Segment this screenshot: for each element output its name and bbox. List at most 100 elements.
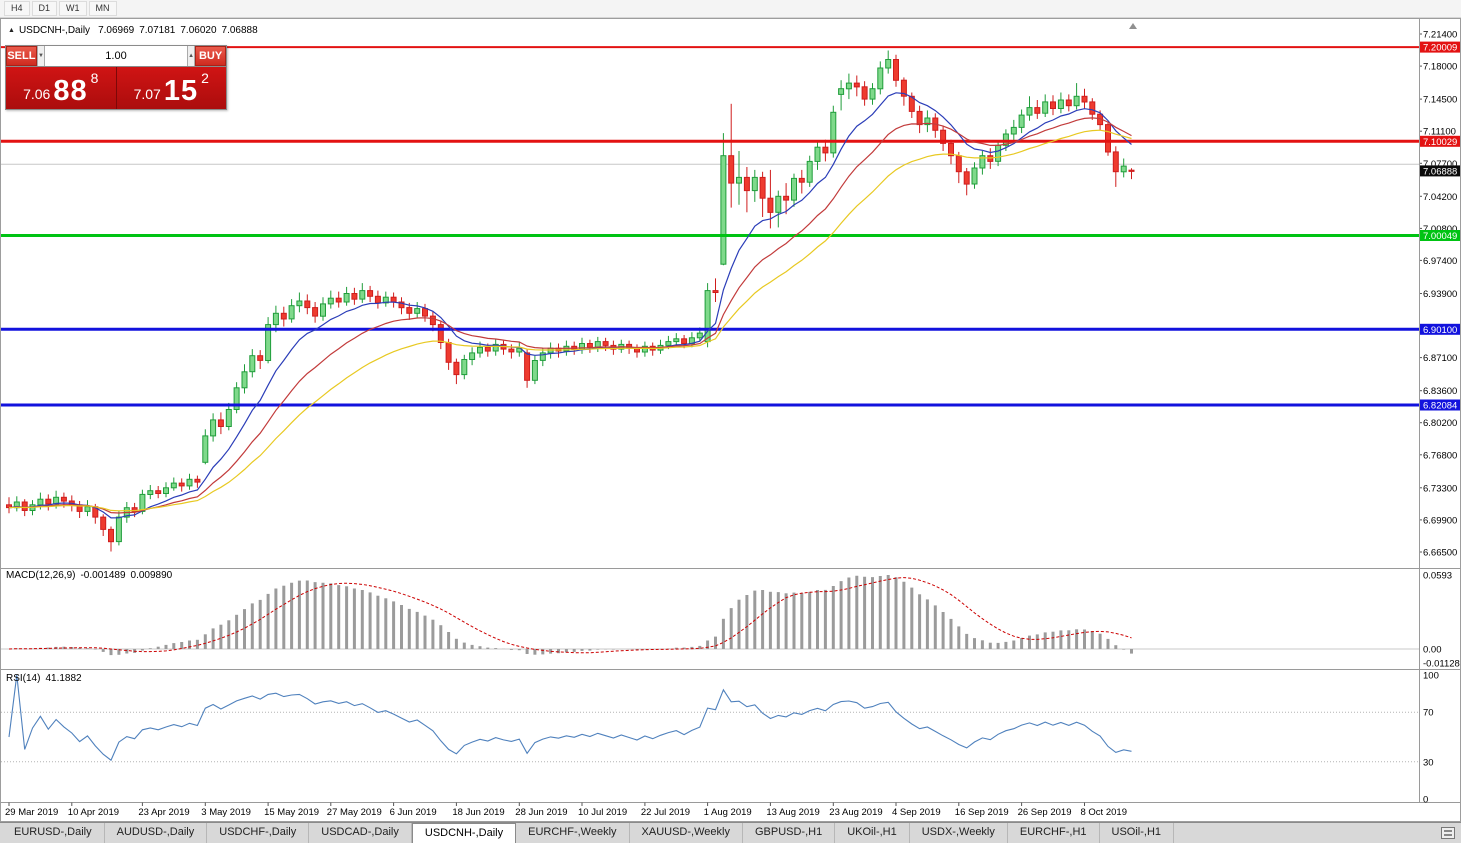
svg-text:7.04200: 7.04200 [1423, 192, 1457, 203]
chart-tabs: EURUSD-,Daily AUDUSD-,Daily USDCHF-,Daily U… [2, 823, 1175, 843]
chart-tab-audusd-daily[interactable]: AUDUSD-,Daily [105, 823, 208, 843]
macd-signal-value: 0.009890 [130, 570, 173, 581]
chart-tab-xauusd-weekly[interactable]: XAUUSD-,Weekly [630, 823, 743, 843]
svg-text:18 Jun 2019: 18 Jun 2019 [452, 807, 504, 818]
svg-text:4 Sep 2019: 4 Sep 2019 [892, 807, 941, 818]
svg-text:7.06888: 7.06888 [1423, 166, 1457, 177]
chart-window: 7.21400 7.18000 7.14500 7.11100 7.07700 7.042… [0, 18, 1461, 822]
svg-text:6.69900: 6.69900 [1423, 515, 1457, 526]
svg-text:6.87100: 6.87100 [1423, 353, 1457, 364]
window-list-icon[interactable] [1441, 827, 1455, 839]
sell-button[interactable]: SELL [6, 46, 37, 66]
time-axis-labels: 29 Mar 2019 10 Apr 2019 23 Apr 2019 3 May 2… [5, 802, 1127, 818]
svg-text:23 Apr 2019: 23 Apr 2019 [138, 807, 189, 818]
timeframe-toolbar: H4 D1 W1 MN [0, 0, 1461, 18]
macd-axis-ticks: 0.0593 0.00 -0.011289 [1423, 571, 1460, 670]
svg-text:13 Aug 2019: 13 Aug 2019 [766, 807, 819, 818]
svg-text:10 Apr 2019: 10 Apr 2019 [68, 807, 119, 818]
sell-price-pips: 88 [53, 75, 88, 107]
rsi-value: 41.1882 [45, 673, 82, 684]
svg-text:22 Jul 2019: 22 Jul 2019 [641, 807, 690, 818]
svg-text:6.76800: 6.76800 [1423, 450, 1457, 461]
moving-average-9 [8, 92, 1132, 519]
price-axis-ticks: 7.21400 7.18000 7.14500 7.11100 7.07700 7.042… [1419, 30, 1457, 559]
chart-tab-usdcnh-daily[interactable]: USDCNH-,Daily [411, 823, 517, 843]
moving-average-30 [8, 129, 1132, 512]
svg-text:15 May 2019: 15 May 2019 [264, 807, 319, 818]
svg-text:6.97400: 6.97400 [1423, 256, 1457, 267]
chart-tab-eurchf-h1[interactable]: EURCHF-,H1 [1008, 823, 1100, 843]
chart-tab-gbpusd-h1[interactable]: GBPUSD-,H1 [743, 823, 836, 843]
svg-text:7.00800: 7.00800 [1423, 224, 1457, 235]
chart-symbol-label: USDCNH-,Daily [18, 25, 91, 36]
svg-text:27 May 2019: 27 May 2019 [327, 807, 382, 818]
buy-price-base: 7.07 [133, 86, 161, 102]
moving-average-18 [8, 117, 1132, 514]
chart-tab-eurchf-weekly[interactable]: EURCHF-,Weekly [516, 823, 630, 843]
svg-text:6.90100: 6.90100 [1423, 325, 1457, 336]
svg-text:7.10029: 7.10029 [1423, 137, 1457, 148]
macd-signal-line [8, 577, 1132, 654]
svg-text:3 May 2019: 3 May 2019 [201, 807, 251, 818]
svg-text:6.73300: 6.73300 [1423, 483, 1457, 494]
low-value: 7.06020 [180, 25, 217, 36]
svg-text:0.00: 0.00 [1423, 645, 1442, 656]
one-click-trading-panel: SELL ▼ ▲ BUY 7.06 88 8 7.07 15 2 [5, 45, 227, 110]
chart-tab-eurusd-daily[interactable]: EURUSD-,Daily [2, 823, 105, 843]
svg-text:6.80200: 6.80200 [1423, 418, 1457, 429]
rsi-indicator-label: RSI(14) 41.1882 [6, 673, 87, 684]
buy-price-fraction: 2 [201, 70, 209, 86]
macd-histogram [15, 575, 1133, 656]
svg-text:10 Jul 2019: 10 Jul 2019 [578, 807, 627, 818]
svg-text:6.93900: 6.93900 [1423, 289, 1457, 300]
buy-price-display[interactable]: 7.07 15 2 [116, 67, 226, 109]
volume-input[interactable] [45, 46, 187, 66]
volume-decrease-button[interactable]: ▼ [36, 46, 45, 66]
volume-increase-button[interactable]: ▲ [187, 46, 196, 66]
svg-text:26 Sep 2019: 26 Sep 2019 [1018, 807, 1072, 818]
svg-text:29 Mar 2019: 29 Mar 2019 [5, 807, 58, 818]
chart-title: ▲ USDCNH-,Daily 7.06969 7.07181 7.06020 7.068… [8, 25, 263, 36]
sell-price-fraction: 8 [90, 70, 99, 86]
svg-text:16 Sep 2019: 16 Sep 2019 [955, 807, 1009, 818]
svg-text:6.83600: 6.83600 [1423, 386, 1457, 397]
rsi-name: RSI(14) [6, 673, 41, 684]
candlestick-series [6, 50, 1135, 552]
price-level-labels: 7.20009 7.10029 7.00049 6.90100 6.82084 7.068… [1420, 41, 1460, 412]
sell-price-base: 7.06 [23, 86, 51, 102]
open-value: 7.06969 [98, 25, 135, 36]
timeframe-button-w1[interactable]: W1 [59, 1, 87, 16]
timeframe-button-h4[interactable]: H4 [4, 1, 30, 16]
macd-indicator-label: MACD(12,26,9) -0.001489 0.009890 [6, 570, 177, 581]
chart-tab-usdx-weekly[interactable]: USDX-,Weekly [910, 823, 1008, 843]
timeframe-button-d1[interactable]: D1 [31, 1, 58, 16]
close-value: 7.06888 [221, 25, 258, 36]
window-expand-icon[interactable]: ▲ [8, 27, 15, 34]
ohlc-values: 7.06969 7.07181 7.06020 7.06888 [98, 25, 263, 36]
rsi-line [8, 674, 1132, 762]
svg-text:7.07700: 7.07700 [1423, 159, 1457, 170]
chart-tab-usdchf-daily[interactable]: USDCHF-,Daily [207, 823, 310, 843]
svg-text:7.00049: 7.00049 [1423, 231, 1457, 242]
macd-main-value: -0.001489 [80, 570, 126, 581]
svg-text:6.66500: 6.66500 [1423, 548, 1457, 559]
svg-text:7.14500: 7.14500 [1423, 95, 1457, 106]
chart-tab-ukoil-h1[interactable]: UKOil-,H1 [835, 823, 910, 843]
high-value: 7.07181 [139, 25, 176, 36]
sell-price-display[interactable]: 7.06 88 8 [6, 67, 117, 109]
chart-shift-marker[interactable] [1129, 23, 1137, 29]
timeframe-button-mn[interactable]: MN [88, 1, 117, 16]
svg-text:6.82084: 6.82084 [1423, 401, 1457, 412]
svg-text:23 Aug 2019: 23 Aug 2019 [829, 807, 882, 818]
svg-text:28 Jun 2019: 28 Jun 2019 [515, 807, 567, 818]
buy-price-pips: 15 [163, 75, 199, 107]
svg-text:7.11100: 7.11100 [1423, 127, 1456, 138]
svg-text:6 Jun 2019: 6 Jun 2019 [390, 807, 437, 818]
chart-canvas[interactable]: 7.214007.180007.145007.111007.077007.042… [1, 19, 1460, 821]
chart-tab-usdcad-daily[interactable]: USDCAD-,Daily [309, 823, 412, 843]
chart-tab-usoil-h1[interactable]: USOil-,H1 [1100, 823, 1175, 843]
svg-text:100: 100 [1423, 671, 1439, 682]
rsi-axis-ticks: 100 70 30 0 [1423, 671, 1439, 806]
buy-button[interactable]: BUY [195, 46, 226, 66]
